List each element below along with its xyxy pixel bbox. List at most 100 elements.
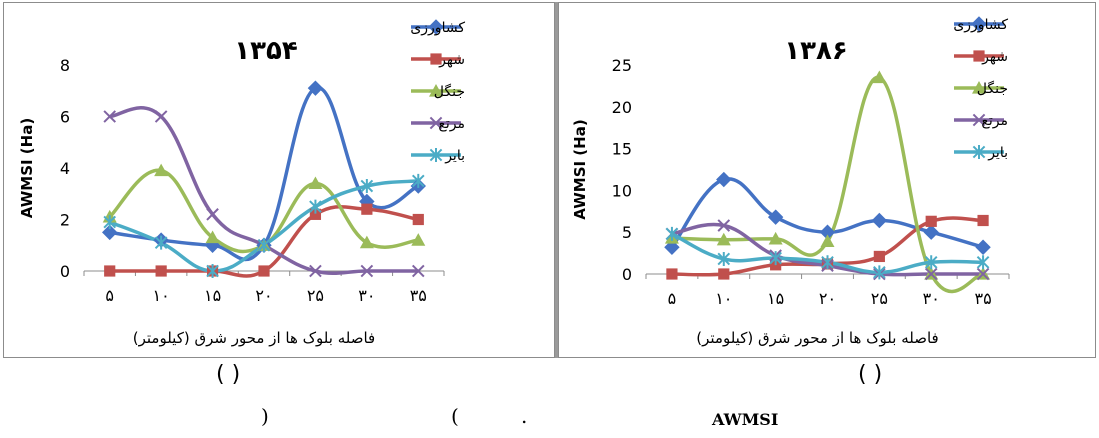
- footer-awmsi: AWMSI: [712, 410, 779, 429]
- data-point-star: [103, 215, 117, 230]
- y-tick-label: 5: [622, 223, 632, 242]
- legend-entry-label: کشاورزی: [410, 20, 465, 36]
- y-tick-label: 25: [612, 56, 632, 75]
- data-point-x: [154, 110, 168, 123]
- data-point-star: [154, 235, 168, 250]
- x-axis-label: فاصله بلوک ها از محور شرق (کیلومتر): [696, 329, 938, 347]
- x-tick-label: ۲۰: [255, 286, 272, 305]
- caption-left: ( ): [216, 362, 241, 387]
- data-point-square: [309, 208, 322, 220]
- chart-title: ۱۳۵۴: [234, 36, 297, 66]
- x-tick-label: ۱۰: [715, 289, 732, 308]
- data-point-star: [206, 264, 219, 278]
- data-point-triangle: [716, 232, 731, 246]
- data-point-x: [411, 264, 425, 278]
- panel-divider: [555, 2, 558, 358]
- chart-panel-1354: ۱۳۵۴ AWMSI (Ha) 0 2 4 6 8 ۵ ۱۰ ۱۵ ۲۰ ۲۵ ۳۰ ۳۵ فاصله بل…: [3, 2, 555, 358]
- y-tick-label: 2: [60, 211, 70, 230]
- data-point-square: [873, 250, 885, 263]
- legend-entry-label: جنگل: [434, 83, 465, 100]
- data-point-square: [718, 268, 730, 280]
- data-point-x: [360, 264, 374, 278]
- y-tick-label: 10: [612, 181, 632, 200]
- x-tick-label: ۲۵: [871, 289, 888, 308]
- x-tick-label: ۳۰: [923, 289, 940, 308]
- data-point-x: [924, 267, 938, 281]
- data-point-triangle: [872, 70, 887, 84]
- y-tick-label: 4: [60, 159, 70, 178]
- legend-marker-x: [429, 116, 443, 130]
- x-tick-label: ۵: [668, 289, 677, 308]
- data-point-star: [411, 173, 425, 188]
- data-point-diamond: [767, 209, 784, 225]
- series-line-star: [109, 179, 419, 273]
- data-point-diamond: [102, 224, 118, 241]
- footer-dot: .: [521, 404, 528, 428]
- y-axis-label: AWMSI (Ha): [18, 118, 36, 218]
- data-point-diamond: [716, 171, 732, 188]
- data-point-star: [924, 255, 938, 270]
- data-point-star: [821, 255, 834, 270]
- data-point-x: [717, 219, 731, 232]
- data-point-triangle: [768, 231, 783, 245]
- caption-right: ( ): [858, 362, 883, 387]
- x-tick-label: ۵: [105, 286, 114, 305]
- chart-1354: ۱۳۵۴ AWMSI (Ha) 0 2 4 6 8 ۵ ۱۰ ۱۵ ۲۰ ۲۵ ۳۰ ۳۵ فاصله بل…: [18, 19, 465, 347]
- data-point-star: [873, 265, 886, 280]
- legend-marker-triangle: [972, 81, 986, 94]
- chart-1386: ۱۳۸۶ AWMSI (Ha) 0 5 10 15 20 25 ۵ ۱۰ ۱۵ ۲۰ ۲۵ ۳۰ ۳۵ فاص…: [571, 16, 1010, 347]
- data-point-square: [155, 265, 167, 277]
- data-point-square: [925, 215, 937, 227]
- data-point-x: [103, 110, 117, 123]
- data-point-triangle: [205, 230, 220, 244]
- y-tick-label: 8: [60, 56, 70, 75]
- y-tick-label: 15: [612, 140, 632, 159]
- legend-marker-x: [972, 113, 986, 127]
- legend-entry-label: شهر: [438, 52, 465, 68]
- data-point-diamond: [975, 239, 991, 255]
- legend-marker-diamond: [428, 19, 444, 35]
- x-tick-label: ۲۵: [307, 286, 324, 305]
- data-point-x: [206, 208, 219, 221]
- footer-paren-open: (: [451, 404, 459, 428]
- data-point-star: [665, 226, 679, 241]
- legend-entry-label: جنگل: [977, 80, 1008, 97]
- data-point-square: [666, 268, 678, 280]
- data-point-star: [257, 238, 271, 253]
- legend-entry-label: مرتع: [438, 116, 465, 132]
- data-point-square: [412, 213, 424, 226]
- x-tick-label: ۱۵: [767, 289, 784, 308]
- data-point-square: [104, 265, 116, 277]
- data-point-triangle: [820, 234, 835, 247]
- legend-marker-square: [973, 50, 985, 62]
- data-point-star: [976, 255, 990, 270]
- legend-entry-label: بایر: [444, 148, 465, 164]
- data-point-star: [309, 199, 322, 214]
- data-point-triangle: [411, 233, 426, 246]
- data-point-square: [361, 203, 373, 215]
- footer-paren-close: ): [261, 404, 269, 428]
- data-point-square: [258, 265, 270, 277]
- legend-marker-star: [429, 148, 443, 162]
- y-tick-label: 6: [60, 108, 70, 127]
- legend-entry-label: مرتع: [981, 113, 1008, 129]
- data-point-triangle: [308, 176, 323, 190]
- data-point-star: [717, 251, 731, 266]
- legend-marker-square: [430, 53, 442, 65]
- chart-panel-1386: ۱۳۸۶ AWMSI (Ha) 0 5 10 15 20 25 ۵ ۱۰ ۱۵ ۲۰ ۲۵ ۳۰ ۳۵ فاص…: [558, 2, 1096, 358]
- data-point-square: [977, 214, 989, 227]
- x-tick-label: ۳۰: [358, 286, 375, 305]
- y-tick-label: 0: [60, 262, 70, 281]
- y-tick-label: 0: [622, 265, 632, 284]
- x-tick-label: ۱۵: [204, 286, 221, 305]
- y-axis-label: AWMSI (Ha): [571, 119, 589, 219]
- data-point-diamond: [923, 224, 939, 240]
- data-point-triangle: [359, 235, 374, 249]
- legend-entry-label: شهر: [981, 49, 1008, 65]
- data-point-star: [769, 251, 782, 266]
- legend-marker-star: [972, 145, 986, 159]
- legend-entry-label: کشاورزی: [953, 17, 1008, 33]
- legend-marker-diamond: [971, 16, 987, 32]
- x-tick-label: ۱۰: [153, 286, 170, 305]
- data-point-diamond: [307, 80, 324, 96]
